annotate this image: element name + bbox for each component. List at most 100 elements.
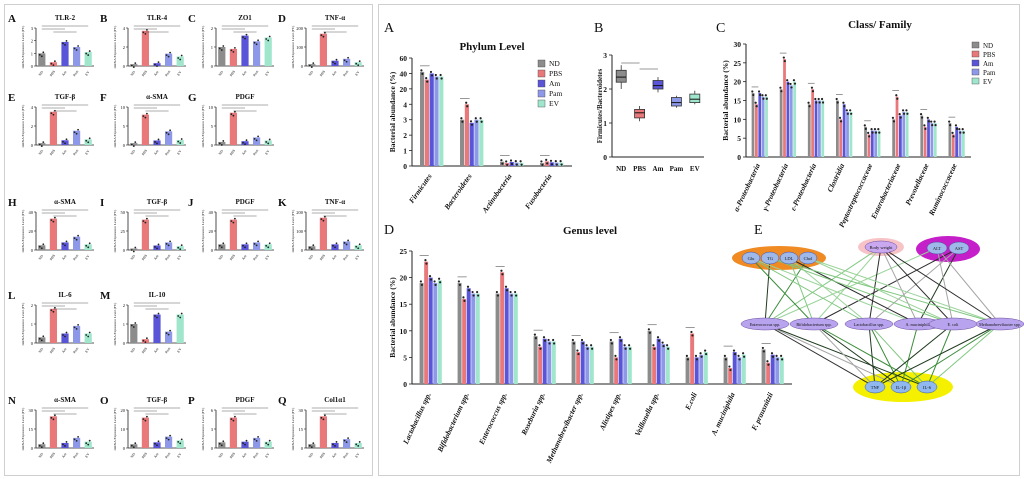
bar-ND	[38, 53, 46, 66]
x-tick-label: α-Proteobacteria	[732, 162, 762, 213]
data-point	[75, 238, 78, 241]
x-tick-label: ND	[38, 149, 44, 156]
x-tick-label: ND	[308, 452, 314, 459]
bar-ND	[130, 324, 138, 343]
legend-label: EV	[549, 99, 560, 108]
data-point	[146, 337, 148, 340]
bar-Am	[758, 92, 762, 157]
data-point	[73, 326, 76, 329]
x-tick-label: Am	[61, 347, 67, 354]
bar-Am	[899, 115, 902, 157]
data-point	[157, 61, 160, 64]
y-axis-label: mRNA Expression Level (FC)	[21, 209, 25, 253]
network-edge	[764, 247, 938, 325]
legend-swatch-EV	[537, 99, 546, 108]
panel-title: TGF-β	[147, 198, 168, 206]
network-node	[789, 317, 839, 331]
data-point	[891, 116, 895, 119]
tick-label: 30	[299, 408, 304, 413]
x-tick-label: ND	[308, 254, 314, 261]
data-point	[222, 140, 225, 142]
data-point	[179, 248, 182, 251]
data-point	[156, 65, 158, 68]
data-point	[549, 159, 553, 162]
data-point	[962, 131, 965, 134]
data-point	[820, 97, 824, 101]
x-tick-label: ND	[130, 254, 136, 261]
y-axis-label: Bacterial abundance (%)	[388, 277, 397, 358]
bar-ND	[723, 357, 728, 384]
group-ellipse-liver	[916, 236, 980, 262]
data-point	[134, 62, 137, 64]
data-point	[434, 283, 437, 287]
network-edge	[813, 323, 902, 388]
x-tick-label: PBS	[49, 452, 56, 460]
legend-swatch-Pam	[537, 89, 546, 98]
data-point	[308, 64, 311, 67]
panel-letter: O	[100, 395, 109, 407]
tick-label: 4	[123, 26, 126, 31]
data-point	[142, 339, 145, 342]
x-tick-label: EV	[354, 254, 360, 261]
data-point	[38, 245, 41, 248]
tick-label: 2	[123, 303, 125, 308]
y-tick-label: 5	[403, 353, 407, 362]
data-point	[343, 242, 346, 244]
data-point	[38, 53, 41, 56]
data-point	[868, 135, 871, 138]
panel-title: PDGF	[235, 198, 254, 206]
bar-PBS	[319, 33, 327, 66]
data-point	[64, 142, 66, 145]
data-point	[667, 347, 670, 350]
data-point	[864, 127, 867, 130]
data-point	[424, 259, 427, 262]
network-edge	[926, 323, 1001, 388]
y-tick-label: 0	[737, 153, 741, 162]
box-Am	[652, 80, 664, 90]
data-point	[475, 120, 478, 123]
data-point	[332, 61, 334, 64]
data-point	[757, 90, 761, 93]
data-point	[867, 131, 870, 134]
data-point	[948, 120, 951, 123]
bar-Am	[469, 122, 474, 166]
data-point	[476, 290, 479, 294]
data-point	[257, 135, 259, 138]
x-tick-label: EV	[690, 165, 700, 173]
bar-Pam	[73, 325, 81, 343]
data-point	[850, 112, 853, 115]
data-point	[38, 143, 41, 146]
bar-Am	[241, 35, 249, 66]
data-point	[75, 439, 78, 442]
network-edge	[788, 257, 870, 325]
panel-letter: E	[754, 223, 763, 238]
x-tick-label: PBS	[229, 452, 236, 460]
data-point	[355, 62, 358, 65]
bar-EV	[793, 81, 797, 157]
data-point	[242, 442, 244, 445]
panel-letter: A	[8, 13, 16, 25]
data-point	[420, 283, 423, 287]
bar-Am	[694, 357, 699, 384]
network-edge	[750, 257, 815, 325]
data-point	[130, 444, 133, 447]
data-point	[222, 440, 225, 443]
bar-PBS	[538, 346, 543, 384]
tick-label: 200	[296, 210, 304, 215]
data-point	[954, 124, 958, 127]
data-point	[540, 160, 543, 163]
data-point	[843, 105, 846, 108]
legend-swatch-PBS	[971, 50, 980, 58]
bar-PBS	[141, 114, 149, 145]
data-point	[902, 112, 906, 115]
x-tick-label: Pam	[164, 148, 171, 156]
data-point	[167, 244, 170, 247]
data-point	[548, 342, 551, 345]
data-point	[65, 40, 68, 42]
data-point	[267, 443, 270, 446]
data-point	[87, 246, 90, 249]
bar-EV	[933, 123, 937, 157]
network-node-label: IL-6	[923, 385, 932, 390]
data-point	[495, 290, 498, 294]
network-edge	[868, 246, 882, 325]
